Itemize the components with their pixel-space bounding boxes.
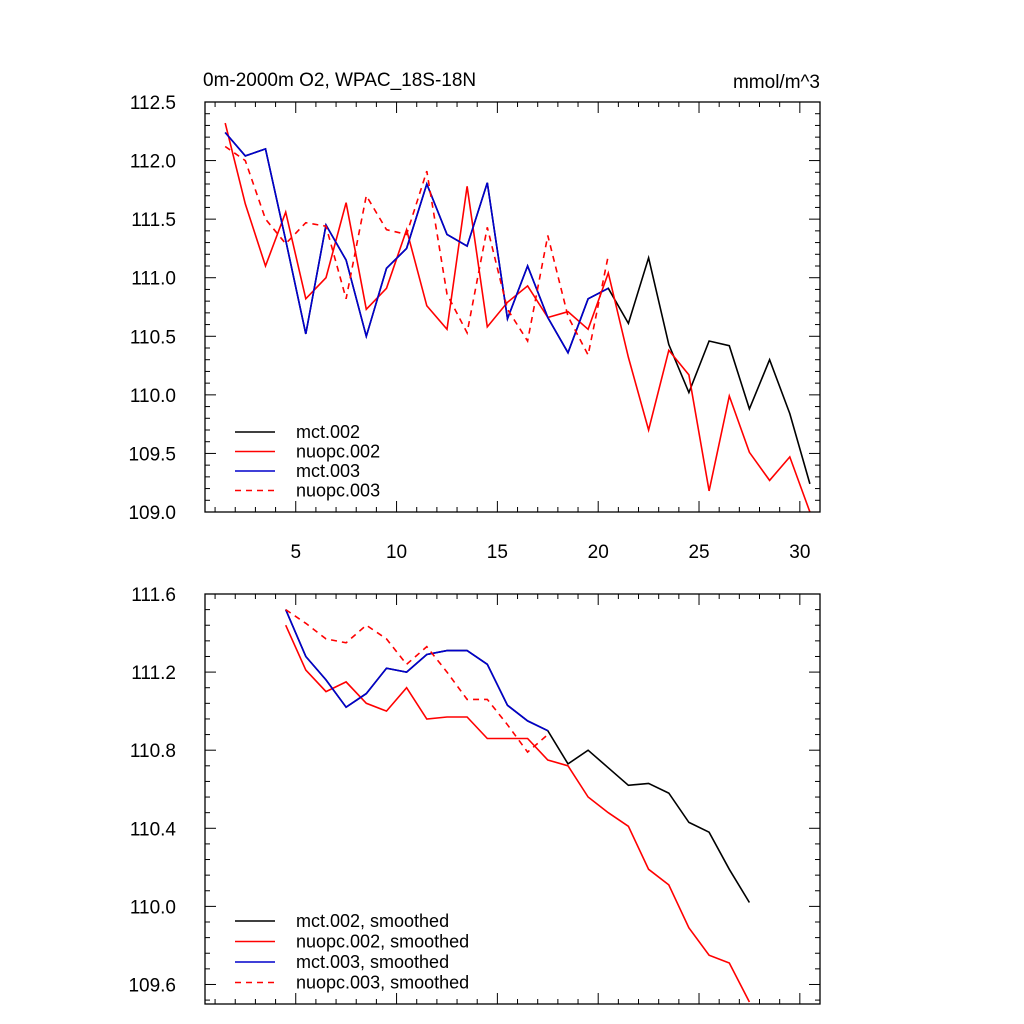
y-tick-label: 110.8	[130, 741, 176, 762]
legend-label: nuopc.003	[296, 481, 380, 501]
series-line-nuopc-002-smoothed	[284, 624, 751, 1003]
y-tick-label: 109.0	[128, 503, 176, 524]
series-line-mct-003-smoothed	[284, 609, 549, 732]
x-tick-label: 5	[290, 542, 301, 563]
x-tick-label: 30	[789, 542, 810, 563]
y-tick-label: 110.0	[130, 386, 176, 407]
legend-label: nuopc.003, smoothed	[296, 973, 469, 993]
y-tick-label: 110.0	[130, 897, 176, 918]
top-panel-y-tick-labels: 109.0 109.5 110.0 110.5 111.0 111.5 112.0 112.5	[128, 93, 176, 524]
y-tick-label: 111.2	[131, 663, 176, 684]
y-tick-label: 109.6	[128, 975, 176, 996]
y-tick-label: 110.5	[130, 327, 176, 348]
x-tick-label: 20	[588, 542, 609, 563]
y-tick-label: 111.6	[131, 585, 176, 606]
top-panel-series-lines	[224, 122, 811, 513]
legend-label: nuopc.002	[296, 442, 380, 462]
y-tick-label: 111.0	[131, 269, 176, 290]
top-panel: 0m-2000m O2, WPAC_18S-18N mmol/m^3 109.0…	[128, 70, 821, 563]
bottom-panel-frame	[204, 593, 821, 1005]
legend-label: mct.003, smoothed	[296, 952, 449, 972]
bottom-panel: 109.6 110.0 110.4 110.8 111.2 111.6 mct.002, …	[128, 585, 821, 1005]
x-tick-label: 10	[386, 542, 407, 563]
series-line-nuopc-003	[224, 145, 610, 358]
bottom-panel-series-lines	[284, 608, 751, 1003]
bottom-panel-y-tick-labels: 109.6 110.0 110.4 110.8 111.2 111.6	[128, 585, 176, 996]
y-tick-label: 112.0	[130, 152, 176, 173]
top-panel-ticks	[205, 101, 821, 513]
legend-label: mct.002, smoothed	[296, 911, 449, 931]
series-line-mct-003	[224, 131, 609, 355]
chart-title: 0m-2000m O2, WPAC_18S-18N	[203, 70, 476, 91]
x-tick-label: 25	[688, 542, 709, 563]
y-tick-label: 109.5	[128, 444, 176, 465]
y-tick-label: 111.5	[131, 210, 176, 231]
series-line-mct-002-smoothed	[284, 609, 751, 903]
x-tick-label: 15	[487, 542, 508, 563]
y-tick-label: 112.5	[130, 93, 176, 114]
top-panel-x-tick-labels: 5 10 15 20 25 30	[290, 542, 810, 563]
series-line-nuopc-003-smoothed	[285, 608, 549, 754]
legend-label: mct.002	[296, 422, 360, 442]
legend-label: mct.003	[296, 461, 360, 481]
legend-label: nuopc.002, smoothed	[296, 932, 469, 952]
top-panel-frame	[204, 101, 821, 513]
y-tick-label: 110.4	[130, 819, 177, 840]
units-label: mmol/m^3	[733, 72, 820, 93]
